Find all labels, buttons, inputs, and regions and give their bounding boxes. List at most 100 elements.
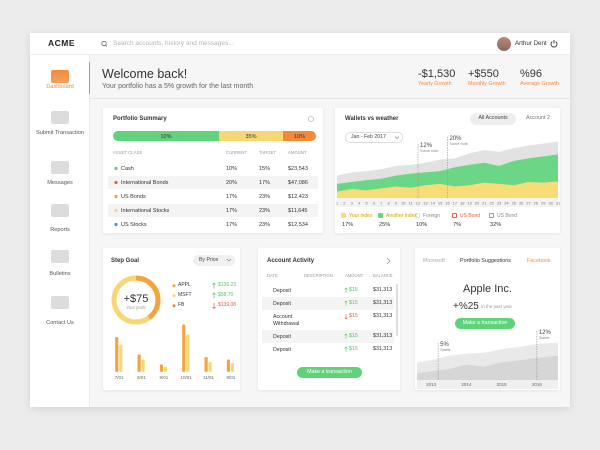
welcome-divider (90, 98, 570, 99)
asset-name: US Bonds (121, 193, 146, 200)
legend-checkbox[interactable] (378, 213, 383, 218)
bar (204, 357, 208, 372)
stock-name: APPL (178, 282, 191, 288)
legend-name[interactable]: Another index (386, 212, 417, 219)
x-tick-label: 19 (467, 201, 472, 206)
bar (115, 337, 119, 372)
activity-balance: $31,313 (373, 346, 393, 352)
sidebar-icon[interactable] (51, 70, 69, 83)
legend-name[interactable]: Foreign (423, 212, 440, 219)
x-tick-label: 2014 (461, 382, 472, 387)
activity-description: Deposit (273, 334, 291, 340)
asset-cell: 23% (259, 221, 271, 228)
activity-amount: $15 (349, 287, 358, 293)
x-tick-label: 17 (453, 201, 458, 206)
bar (226, 359, 231, 372)
x-tick-label: 23 (497, 201, 502, 206)
x-tick-label: 7/01 (115, 375, 124, 380)
tab[interactable]: Microsoft (423, 258, 445, 264)
sidebar-label[interactable]: Contact Us (46, 320, 74, 326)
sort-label[interactable]: By Price (199, 257, 219, 263)
x-tick-label: 18 (460, 201, 465, 206)
asset-dot (114, 194, 118, 199)
tab-active[interactable] (470, 113, 516, 125)
x-axis-band (417, 380, 558, 389)
x-tick-label: 10/01 (181, 375, 193, 380)
user-name[interactable]: Arthur Dent (515, 40, 547, 47)
legend-name[interactable]: US Bond (497, 212, 518, 219)
range-dropdown[interactable] (345, 132, 403, 143)
sort-dropdown[interactable] (193, 255, 235, 266)
amount-arrow (344, 333, 348, 339)
x-tick-label: 16 (445, 201, 450, 206)
sidebar-icon[interactable] (51, 250, 69, 263)
tab[interactable]: Portfolio Suggestions (460, 258, 511, 264)
trend-arrow (212, 282, 216, 289)
button-label[interactable]: Make a transaction (307, 369, 352, 375)
transaction-button[interactable] (297, 367, 362, 378)
legend-name[interactable]: Your index (349, 212, 373, 219)
row-stripe (262, 297, 394, 310)
legend-checkbox[interactable] (415, 213, 420, 218)
stat-value: +$550 (468, 68, 499, 80)
x-tick-label: 2015 (497, 382, 508, 387)
legend-name[interactable]: US Bond (460, 212, 481, 219)
dropdown-caret (394, 136, 400, 139)
x-tick-label: 8/01 (226, 375, 235, 380)
x-tick-label: 2016 (532, 382, 543, 387)
sidebar-label[interactable]: Bulletins (49, 271, 71, 277)
annotation-note: Stable (440, 348, 451, 352)
annotation-label: 12% (420, 143, 433, 149)
bar (182, 324, 186, 372)
stat-value: -$1,530 (418, 68, 456, 80)
sidebar-label[interactable]: Dashboard (46, 84, 74, 90)
stat-label: Monthly Growth (468, 81, 506, 87)
annotation-label: 5% (440, 342, 449, 348)
avatar[interactable] (497, 37, 511, 51)
asset-cell: $23,543 (288, 165, 308, 172)
legend-checkbox[interactable] (341, 213, 346, 218)
tab[interactable]: Account 2 (526, 115, 550, 121)
activity-description: Deposit (273, 288, 291, 294)
sidebar-icon[interactable] (51, 204, 69, 217)
legend-total: 10% (416, 222, 428, 228)
sidebar-icon[interactable] (51, 161, 69, 174)
amount-arrow (344, 287, 348, 293)
asset-cell: 17% (226, 193, 238, 200)
card-title: Step Goal (111, 258, 140, 264)
column-header: DATE (267, 273, 278, 278)
activity-amount: $15 (349, 300, 358, 306)
scrollbar (396, 284, 398, 336)
legend-checkbox[interactable] (452, 213, 457, 218)
stock-price: $136.23 (218, 282, 237, 288)
button-label[interactable]: Make a transaction (462, 320, 508, 326)
x-tick-label: 4 (358, 201, 361, 206)
sidebar-label[interactable]: Messages (47, 180, 73, 186)
x-tick-label: 22 (489, 201, 494, 206)
x-tick-label: 8/01 (137, 375, 146, 380)
x-tick-label: 14 (431, 201, 436, 206)
legend-checkbox[interactable] (489, 213, 494, 218)
stock-dot (172, 294, 176, 298)
range-label[interactable]: Jan - Feb 2017 (351, 134, 386, 140)
sidebar-label[interactable]: Reports (50, 227, 70, 233)
area (417, 355, 558, 380)
tab[interactable]: All Accounts (478, 115, 508, 121)
activity-balance: $31,313 (373, 313, 393, 319)
allocation-segment (283, 131, 316, 141)
x-tick-label: 21 (482, 201, 487, 206)
search-input[interactable]: Search accounts, history and messages... (113, 40, 234, 47)
sidebar-icon[interactable] (51, 296, 69, 309)
sidebar-label[interactable]: Submit Transaction (36, 130, 84, 136)
amount-arrow (344, 300, 348, 306)
x-tick-label: 13 (423, 201, 428, 206)
transaction-button[interactable] (455, 318, 515, 329)
x-tick-label: 29 (541, 201, 546, 206)
stock-price: $139.08 (218, 302, 237, 308)
card-title: Wallets vs weather (345, 116, 399, 122)
tab[interactable]: Facebook (527, 258, 551, 264)
stock-name: FB (178, 302, 185, 308)
x-tick-label: 11 (409, 201, 414, 206)
sidebar-icon[interactable] (51, 111, 69, 124)
allocation-label: 35% (245, 133, 257, 140)
